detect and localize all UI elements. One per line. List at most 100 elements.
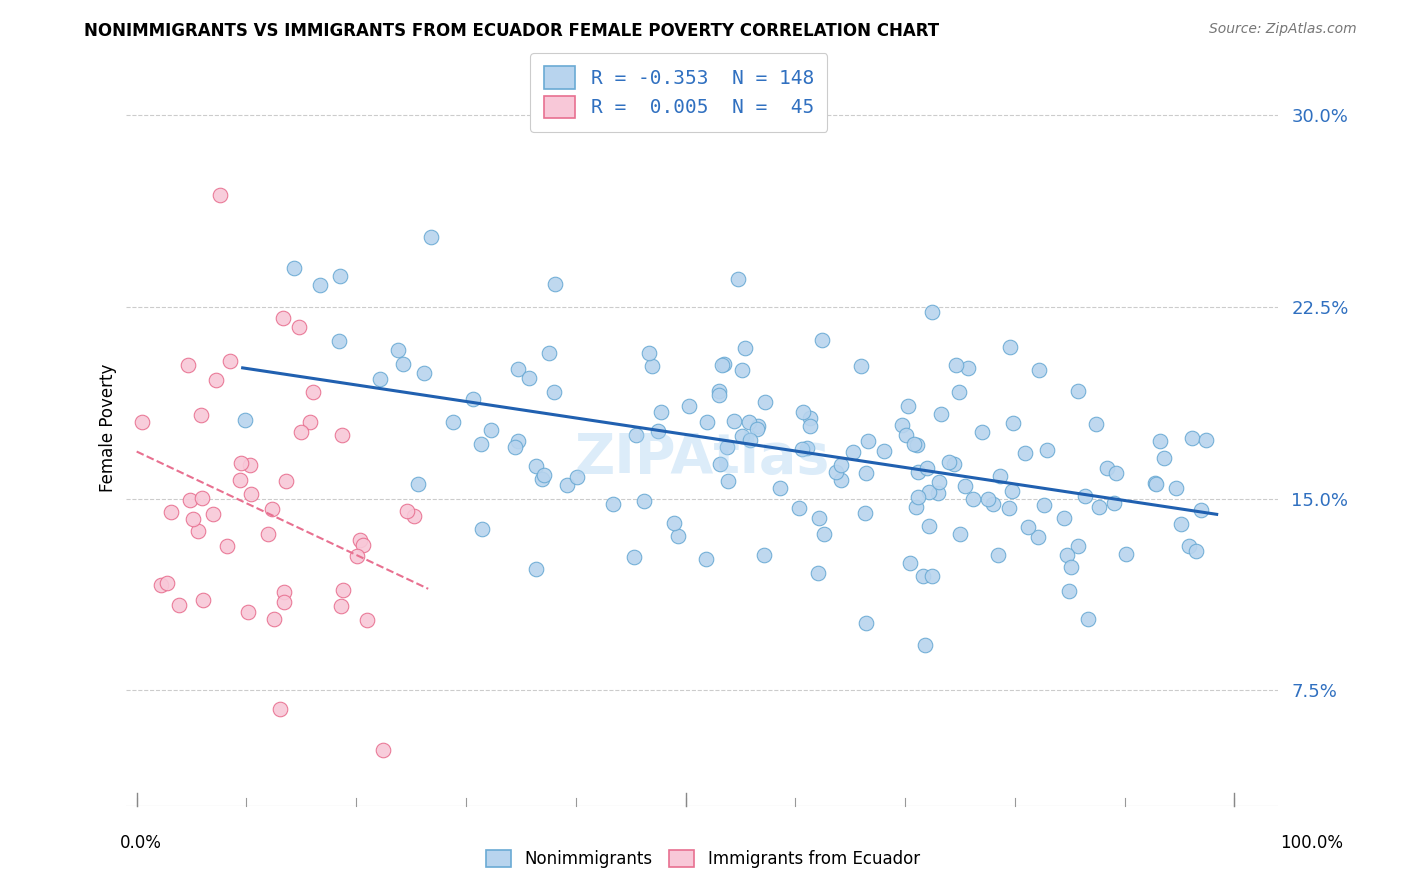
Point xyxy=(395,504,418,518)
Point xyxy=(738,415,761,429)
Point xyxy=(263,611,285,625)
Text: ZIPAtlas: ZIPAtlas xyxy=(574,432,830,485)
Point xyxy=(849,359,872,373)
Point xyxy=(709,457,731,471)
Point xyxy=(678,399,700,413)
Point xyxy=(666,529,689,543)
Point xyxy=(373,743,395,757)
Point xyxy=(290,425,312,439)
Point xyxy=(921,569,943,583)
Point xyxy=(1036,442,1059,457)
Point xyxy=(717,474,740,488)
Point xyxy=(181,512,204,526)
Text: NONIMMIGRANTS VS IMMIGRANTS FROM ECUADOR FEMALE POVERTY CORRELATION CHART: NONIMMIGRANTS VS IMMIGRANTS FROM ECUADOR… xyxy=(84,22,939,40)
Point xyxy=(1056,548,1078,562)
Point xyxy=(233,413,256,427)
Point xyxy=(830,474,852,488)
Point xyxy=(544,277,567,291)
Point xyxy=(856,434,879,448)
Point xyxy=(1032,498,1054,512)
Point xyxy=(329,268,352,283)
Point xyxy=(1014,445,1036,459)
Point xyxy=(190,409,212,423)
Point xyxy=(377,845,399,859)
Point xyxy=(972,425,994,439)
Point xyxy=(177,358,200,372)
Point xyxy=(813,527,835,541)
Point xyxy=(695,552,717,566)
Point xyxy=(907,465,929,479)
Point xyxy=(1017,520,1039,534)
Point xyxy=(938,455,960,469)
Text: Source: ZipAtlas.com: Source: ZipAtlas.com xyxy=(1209,22,1357,37)
Point xyxy=(998,500,1021,515)
Point xyxy=(1074,489,1097,503)
Point xyxy=(1170,517,1192,532)
Point xyxy=(769,482,792,496)
Point xyxy=(387,343,409,358)
Point xyxy=(517,370,540,384)
Point xyxy=(328,334,350,348)
Point xyxy=(1144,476,1167,491)
Point xyxy=(329,599,352,613)
Point xyxy=(273,585,295,599)
Point xyxy=(977,492,1000,507)
Point xyxy=(929,407,952,421)
Point xyxy=(1059,583,1081,598)
Point xyxy=(987,549,1010,563)
Point xyxy=(298,415,321,429)
Point xyxy=(156,575,179,590)
Point xyxy=(696,416,718,430)
Point xyxy=(288,319,311,334)
Point xyxy=(624,428,647,442)
Point xyxy=(537,346,560,360)
Point xyxy=(853,506,876,520)
Point xyxy=(1184,543,1206,558)
Point xyxy=(167,598,190,612)
Point xyxy=(738,433,761,447)
Point xyxy=(349,533,371,547)
Point xyxy=(218,353,240,368)
Point xyxy=(1053,511,1076,525)
Point xyxy=(1149,434,1171,449)
Point xyxy=(915,460,938,475)
Point xyxy=(711,358,734,372)
Point xyxy=(1195,433,1218,447)
Legend: R = -0.353  N = 148, R =  0.005  N =  45: R = -0.353 N = 148, R = 0.005 N = 45 xyxy=(530,53,828,132)
Point xyxy=(709,384,731,398)
Point xyxy=(1085,417,1108,432)
Point xyxy=(543,384,565,399)
Point xyxy=(533,468,555,483)
Point xyxy=(637,346,659,360)
Point xyxy=(236,605,259,619)
Point xyxy=(309,278,332,293)
Point xyxy=(273,595,295,609)
Point xyxy=(1026,530,1049,544)
Point xyxy=(955,479,977,493)
Point xyxy=(633,494,655,508)
Point xyxy=(898,556,921,570)
Point xyxy=(727,272,749,286)
Point xyxy=(904,500,927,514)
Point xyxy=(894,428,917,442)
Point xyxy=(524,562,547,576)
Text: 0.0%: 0.0% xyxy=(120,834,162,852)
Point xyxy=(370,372,392,386)
Point xyxy=(283,261,305,276)
Point xyxy=(927,485,949,500)
Point xyxy=(461,392,484,406)
Point xyxy=(723,414,745,428)
Point xyxy=(179,493,201,508)
Point xyxy=(855,616,877,631)
Point xyxy=(1067,540,1090,554)
Point xyxy=(806,566,828,581)
Point xyxy=(531,472,554,486)
Point xyxy=(332,582,354,597)
Point xyxy=(716,440,738,454)
Point xyxy=(202,507,225,521)
Point xyxy=(1105,466,1128,480)
Point xyxy=(713,357,735,371)
Point xyxy=(555,478,578,492)
Point xyxy=(734,341,756,355)
Point xyxy=(150,578,173,592)
